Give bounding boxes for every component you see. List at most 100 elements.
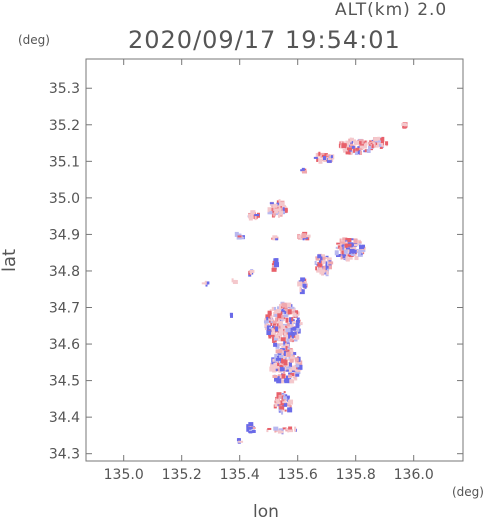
- echo-cell: [289, 355, 295, 360]
- echo-cell: [318, 267, 323, 270]
- y-tick-label: 34.7: [49, 301, 80, 317]
- echo-cell: [351, 145, 355, 149]
- echo-cell: [273, 326, 276, 330]
- echo-cell: [283, 332, 287, 336]
- echo-cell: [291, 311, 295, 315]
- echo-cell: [287, 303, 292, 308]
- y-tick-label: 35.0: [49, 191, 80, 207]
- echo-cell: [302, 170, 308, 174]
- echo-cell: [345, 249, 351, 253]
- echo-cell: [250, 213, 254, 219]
- echo-cell: [288, 368, 292, 372]
- echo-cell: [272, 203, 278, 208]
- echo-cell: [279, 318, 282, 323]
- echo-cell: [286, 338, 290, 343]
- echo-cell: [283, 366, 287, 371]
- echo-cell: [267, 427, 272, 430]
- echo-cell: [338, 245, 341, 249]
- echo-cell: [278, 349, 283, 354]
- echo-cell: [294, 376, 298, 381]
- y-axis-unit: (deg): [18, 33, 50, 47]
- echo-cell: [283, 340, 286, 346]
- echo-cell: [270, 315, 273, 320]
- echo-cell: [298, 280, 304, 283]
- echo-cell: [274, 317, 278, 323]
- echo-cell: [277, 355, 280, 359]
- echo-cell: [290, 321, 294, 327]
- echo-cell: [364, 140, 367, 143]
- echo-cell: [318, 158, 323, 164]
- echo-cell: [270, 362, 276, 367]
- echo-cell: [266, 330, 272, 336]
- x-tick-label: 135.2: [162, 467, 202, 483]
- echo-cell: [276, 202, 282, 206]
- echo-cell: [234, 231, 239, 237]
- echo-cell: [401, 122, 407, 126]
- echo-cell: [288, 361, 292, 367]
- echo-cell: [289, 338, 293, 342]
- x-tick-label: 136.0: [394, 467, 434, 483]
- echo-cell: [355, 147, 360, 151]
- echo-cell: [294, 329, 297, 333]
- echo-cell: [277, 200, 280, 203]
- echo-cell: [272, 235, 278, 241]
- echo-cell: [378, 143, 382, 147]
- echo-cell: [281, 307, 284, 312]
- echo-cell: [279, 202, 285, 207]
- echo-cell: [283, 391, 286, 394]
- echo-cell: [272, 212, 276, 217]
- echo-cell: [304, 286, 307, 289]
- echo-cell: [342, 237, 348, 241]
- echo-cell: [277, 313, 282, 319]
- echo-cell: [326, 154, 331, 157]
- x-axis-unit: (deg): [452, 485, 484, 499]
- echo-cell: [321, 259, 326, 264]
- echo-cell: [266, 325, 271, 331]
- echo-cell: [286, 358, 290, 361]
- echo-cell: [275, 343, 280, 349]
- echo-cell: [275, 349, 280, 354]
- echo-cell: [297, 356, 301, 362]
- echo-cell: [345, 238, 349, 241]
- echo-cell: [341, 244, 344, 250]
- echo-cell: [281, 325, 286, 330]
- echo-cell: [286, 404, 291, 407]
- echo-cell: [349, 137, 354, 143]
- echo-cell: [349, 137, 352, 143]
- echo-cell: [358, 249, 362, 255]
- echo-cell: [274, 340, 277, 343]
- echo-cell: [356, 141, 362, 145]
- echo-cell: [355, 140, 360, 145]
- echo-cell: [284, 352, 289, 358]
- echo-cell: [348, 255, 353, 260]
- echo-cell: [288, 399, 294, 405]
- echo-cell: [277, 404, 283, 407]
- echo-cell: [294, 426, 297, 432]
- echo-cell: [323, 159, 327, 163]
- echo-cell: [285, 343, 290, 347]
- echo-cell: [339, 243, 343, 246]
- echo-cell: [349, 248, 355, 253]
- echo-cell: [278, 339, 282, 342]
- echo-cell: [347, 238, 352, 243]
- echo-cell: [289, 379, 295, 384]
- echo-cell: [290, 373, 295, 377]
- echo-cell: [269, 366, 275, 372]
- echo-cell: [266, 429, 269, 433]
- echo-cell: [284, 311, 287, 315]
- echo-cell: [356, 148, 362, 151]
- echo-cell: [381, 143, 384, 147]
- echo-cell: [281, 395, 284, 400]
- echo-cell: [275, 315, 279, 320]
- echo-cell: [299, 289, 305, 295]
- echo-cell: [246, 424, 251, 428]
- echo-cell: [275, 357, 281, 361]
- echo-cell: [367, 145, 371, 149]
- echo-cell: [254, 216, 257, 221]
- echo-cell: [305, 234, 311, 238]
- echo-cell: [319, 152, 325, 155]
- echo-cell: [347, 149, 353, 153]
- echo-cell: [315, 266, 318, 271]
- echo-cell: [264, 324, 270, 328]
- echo-cell: [284, 327, 287, 332]
